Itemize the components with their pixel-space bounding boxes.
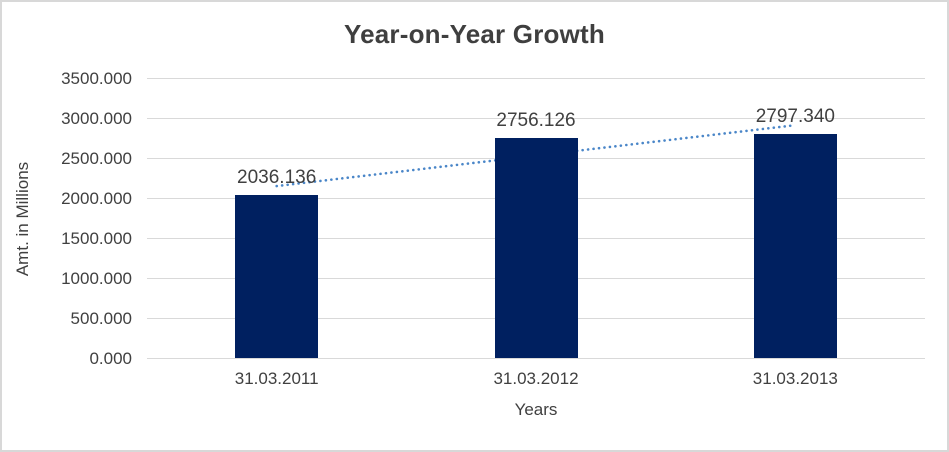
y-tick-label: 2000.000 [61,188,132,208]
bar-data-label: 2797.340 [755,106,835,128]
x-category-label: 31.03.2012 [493,369,579,388]
x-category-label: 31.03.2011 [234,369,319,388]
bar-data-label: 2036.136 [237,167,317,189]
y-tick-label: 500.000 [70,308,132,328]
gridline [147,77,925,79]
y-tick-label: 3000.000 [61,108,132,128]
gridline [147,117,925,119]
x-category-label: 31.03.2013 [752,369,838,388]
chart-title: Year-on-Year Growth [344,19,605,49]
y-tick-label: 0.000 [89,348,132,368]
y-tick-label: 1500.000 [61,228,132,248]
bar [235,195,319,358]
y-tick-label: 1000.000 [61,268,132,288]
gridline [147,357,925,359]
bar [494,137,578,358]
y-tick-label: 2500.000 [61,148,132,168]
bar [753,134,837,358]
x-axis-title: Years [514,400,558,419]
y-tick-label: 3500.000 [61,68,132,88]
bar-data-label: 2756.126 [496,109,576,131]
